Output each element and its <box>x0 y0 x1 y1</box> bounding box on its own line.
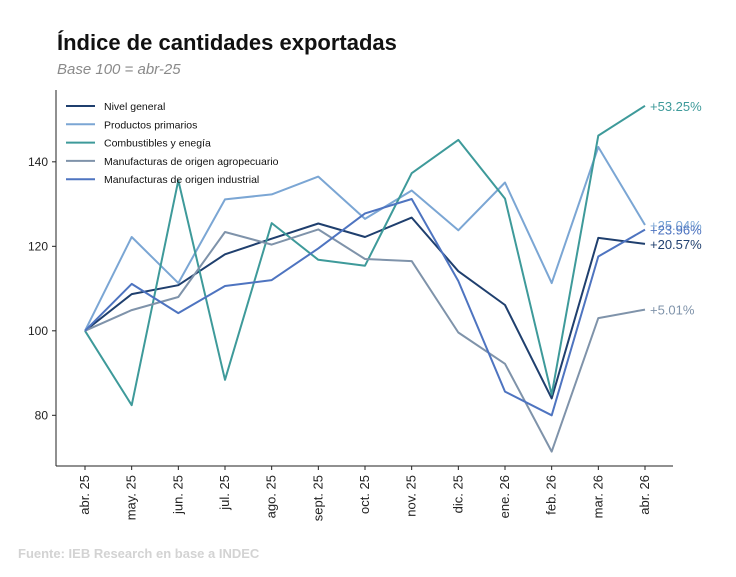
x-tick-label: jul. 25 <box>217 475 232 511</box>
x-tick-label: ene. 26 <box>497 475 512 518</box>
x-tick-label: ago. 25 <box>264 475 279 518</box>
series-line <box>84 198 646 417</box>
legend: Nivel general Productos primarios Combusti… <box>66 101 279 186</box>
series-line <box>84 228 646 453</box>
series-line <box>84 104 646 407</box>
x-tick-label: nov. 25 <box>404 475 419 517</box>
y-tick-label: 80 <box>35 408 49 422</box>
y-tick-label: 120 <box>28 239 48 253</box>
x-tick-label: mar. 26 <box>590 475 605 518</box>
end-value-label: +53.25% <box>650 99 702 114</box>
end-value-label: +5.01% <box>650 303 695 318</box>
series-line <box>84 216 646 400</box>
x-tick-label: may. 25 <box>124 475 139 520</box>
x-tick-label: dic. 25 <box>450 475 465 513</box>
series-line <box>84 146 646 332</box>
legend-label: Combustibles y enegía <box>104 138 211 150</box>
end-value-label: +20.57% <box>650 237 702 252</box>
chart-title: Índice de cantidades exportadas <box>57 30 397 55</box>
legend-label: Manufacturas de origen agropecuario <box>104 156 279 168</box>
source-note: Fuente: IEB Research en base a INDEC <box>18 546 260 561</box>
x-tick-label: oct. 25 <box>357 475 372 514</box>
end-value-label: +25.04% <box>650 218 702 233</box>
end-value-label: +23.96% <box>650 223 702 238</box>
series-lines <box>84 104 646 453</box>
y-tick-label: 100 <box>28 324 48 338</box>
end-labels: +20.57% +25.04% +53.25% +5.01% +23.96% <box>650 99 702 318</box>
x-tick-label: sept. 25 <box>310 475 325 521</box>
legend-label: Nivel general <box>104 101 165 113</box>
x-tick-label: feb. 26 <box>544 475 559 515</box>
axes: 80 100 120 140 abr. 25 may. 25 jun. 25 jul. 25 a… <box>28 90 673 521</box>
legend-label: Productos primarios <box>104 119 197 131</box>
chart-subtitle: Base 100 = abr-25 <box>57 61 181 78</box>
y-tick-label: 140 <box>28 155 48 169</box>
x-tick-label: jun. 25 <box>170 475 185 515</box>
x-tick-label: abr. 25 <box>77 475 92 515</box>
legend-label: Manufacturas de origen industrial <box>104 174 259 186</box>
x-tick-label: abr. 26 <box>637 475 652 515</box>
